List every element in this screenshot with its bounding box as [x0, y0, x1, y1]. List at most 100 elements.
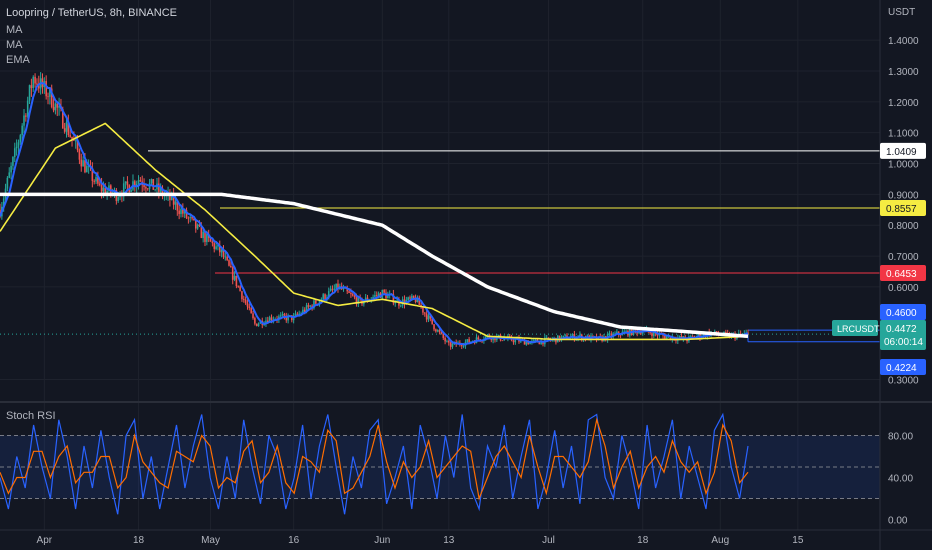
candle-body [152, 179, 155, 190]
indicator-label-ma-1[interactable]: MA [6, 24, 23, 36]
candle-body [435, 329, 437, 332]
candle-body [407, 297, 409, 300]
candle-body [218, 245, 221, 253]
candle-body [87, 165, 90, 167]
candle-body [363, 301, 365, 305]
candle-body [191, 217, 193, 219]
candle-body [431, 318, 433, 325]
price-tick-label: 1.1000 [888, 129, 919, 140]
stoch-rsi-tick-label: 80.00 [888, 432, 913, 443]
stoch-rsi-title[interactable]: Stoch RSI [6, 410, 56, 422]
candle-body [230, 265, 232, 268]
candle-body [233, 275, 236, 280]
candle-body [15, 146, 18, 149]
candle-body [649, 331, 651, 334]
candle-body [159, 188, 162, 192]
candle-body [610, 333, 613, 337]
candle-body [468, 339, 470, 343]
candle-body [71, 136, 73, 140]
price-tag-label: 1.0409 [886, 147, 917, 158]
candle-body [503, 338, 506, 341]
candle-body [327, 291, 330, 298]
time-tick-label: May [201, 535, 220, 546]
candle-body [268, 317, 271, 323]
price-tag-label-bg [880, 359, 926, 375]
candle-body [178, 210, 180, 214]
candle-body [538, 342, 541, 345]
candle-body [76, 140, 79, 151]
candle-body [399, 305, 402, 307]
candle-body [501, 340, 504, 342]
price-tag-label: 0.8557 [886, 204, 917, 215]
candle-body [534, 339, 537, 341]
candle-body [255, 323, 258, 327]
candle-body [50, 88, 53, 107]
price-tag-label: 0.6453 [886, 269, 917, 280]
indicator-label-ema[interactable]: EMA [6, 54, 30, 66]
candle-body [315, 300, 317, 304]
symbol-title[interactable]: Loopring / TetherUS, 8h, BINANCE [6, 7, 177, 19]
candle-body [257, 323, 260, 327]
candle-body [671, 336, 674, 340]
candle-body [235, 275, 238, 287]
countdown-tag: 06:00:14 [884, 337, 923, 348]
candle-body [200, 226, 203, 239]
candle-body [351, 294, 354, 296]
candle-body [411, 295, 413, 299]
candle-body [250, 307, 252, 314]
price-tag-label-bg [880, 200, 926, 217]
candle-body [19, 135, 22, 143]
time-tick-label: Jun [374, 535, 390, 546]
candle-body [139, 180, 142, 182]
candle-body [73, 139, 75, 141]
candle-body [265, 320, 267, 324]
candle-body [529, 342, 531, 345]
candle-body [222, 249, 225, 257]
current-price-tag-bg [880, 320, 926, 350]
candle-body [36, 83, 38, 85]
candle-body [440, 332, 443, 334]
time-tick-label: 18 [133, 535, 145, 546]
candle-body [449, 342, 452, 347]
candle-body [209, 237, 212, 242]
candle-body [279, 315, 282, 317]
price-tag-label: 0.4600 [886, 308, 917, 319]
time-tick-label: 13 [443, 535, 455, 546]
candle-body [169, 192, 171, 201]
candle-body [416, 297, 419, 302]
price-tag-label: 0.4224 [886, 363, 917, 374]
candle-body [623, 331, 626, 333]
candle-body [625, 330, 627, 332]
candle-body [74, 140, 77, 142]
candle-body [2, 198, 5, 207]
candle-body [182, 209, 184, 214]
candle-body [562, 335, 565, 338]
candle-body [678, 335, 681, 338]
candle-body [26, 100, 29, 117]
candle-body [436, 330, 439, 332]
candle-body [84, 160, 86, 173]
candle-body [193, 218, 195, 221]
candle-body [82, 160, 84, 167]
stoch-rsi-d-line [0, 417, 749, 501]
candle-body [313, 300, 315, 309]
candle-body [93, 180, 95, 182]
candle-body [198, 224, 201, 227]
candle-body [146, 188, 149, 190]
candle-body [224, 256, 227, 258]
candle-body [270, 317, 273, 321]
candle-body [438, 330, 441, 333]
candle-body [739, 333, 742, 335]
stoch-rsi-k-line [0, 412, 749, 515]
candle-body [126, 181, 129, 186]
candle-body [283, 314, 286, 317]
candle-body [322, 294, 325, 300]
candle-body [241, 291, 243, 300]
candle-body [185, 210, 188, 218]
candle-body [383, 290, 385, 293]
indicator-label-ma-2[interactable]: MA [6, 39, 23, 51]
candle-body [414, 298, 417, 302]
candle-body [394, 302, 397, 304]
candle-body [213, 243, 216, 249]
